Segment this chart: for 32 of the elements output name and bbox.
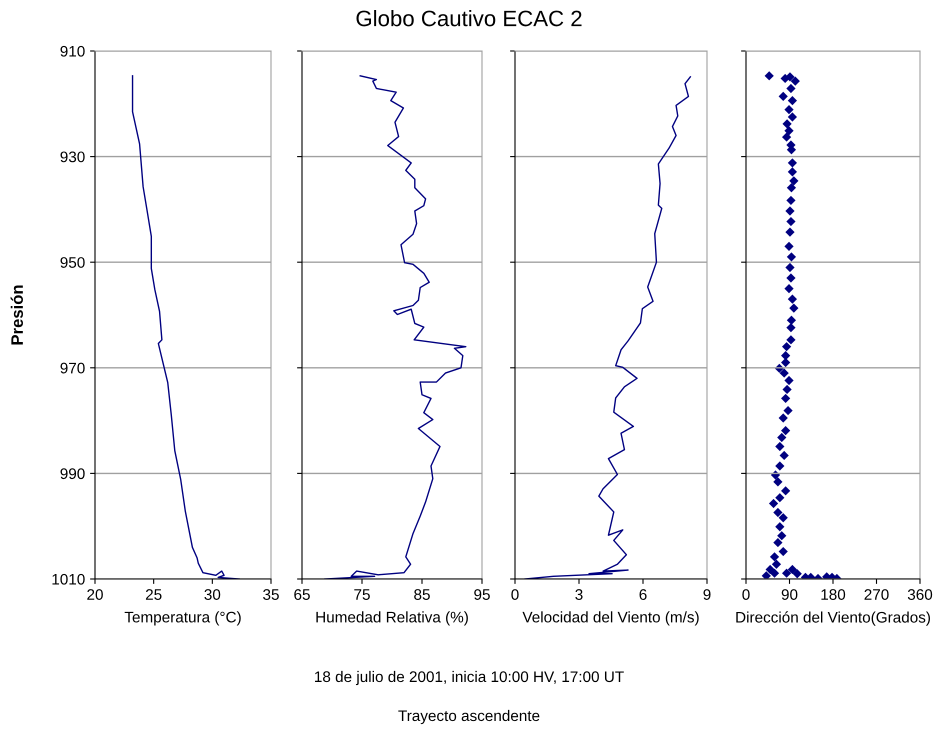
- x-tick-label: 360: [908, 589, 932, 600]
- x-tick-label: 75: [354, 589, 370, 600]
- x-tick-label: 0: [511, 589, 519, 600]
- x-tick-label: 25: [146, 589, 162, 600]
- x-tick-label: 9: [703, 589, 711, 600]
- chart-title: Globo Cautivo ECAC 2: [356, 10, 582, 26]
- text: 18 de julio de 2001, inicia 10:00 HV, 17:00 UT: [315, 670, 624, 686]
- x-tick-label: 95: [474, 589, 490, 600]
- y-axis-title: Presión: [10, 285, 23, 344]
- x-tick-label: 20: [87, 589, 103, 600]
- x-tick-label: 180: [821, 589, 846, 600]
- x-tick-label: 6: [640, 589, 647, 600]
- x-tick-label: 85: [414, 589, 430, 600]
- y-tick-label: 1010: [52, 574, 85, 585]
- y-tick-label: 910: [60, 46, 85, 57]
- y-tick-label: 930: [60, 151, 85, 162]
- x-tick-label: 3: [575, 589, 583, 600]
- y-tick-label: 970: [60, 362, 85, 374]
- x-tick-label: 35: [263, 589, 279, 600]
- x-tick-label: 30: [204, 589, 220, 600]
- text: Trayecto ascendente: [398, 710, 540, 724]
- x-tick-label: 90: [782, 589, 798, 600]
- x-axis-title: Dirección del Viento(Grados): [736, 611, 930, 626]
- x-axis-title: Velocidad del Viento (m/s): [522, 611, 699, 626]
- y-tick-label: 990: [60, 468, 85, 480]
- x-tick-label: 270: [864, 589, 889, 600]
- x-axis-title: Humedad Relativa (%): [316, 611, 468, 626]
- y-tick-label: 950: [60, 257, 85, 268]
- line-series: [132, 75, 240, 579]
- x-tick-label: 65: [294, 589, 310, 600]
- x-axis-title: Temperatura (°C): [124, 611, 241, 626]
- x-tick-label: 0: [742, 589, 750, 600]
